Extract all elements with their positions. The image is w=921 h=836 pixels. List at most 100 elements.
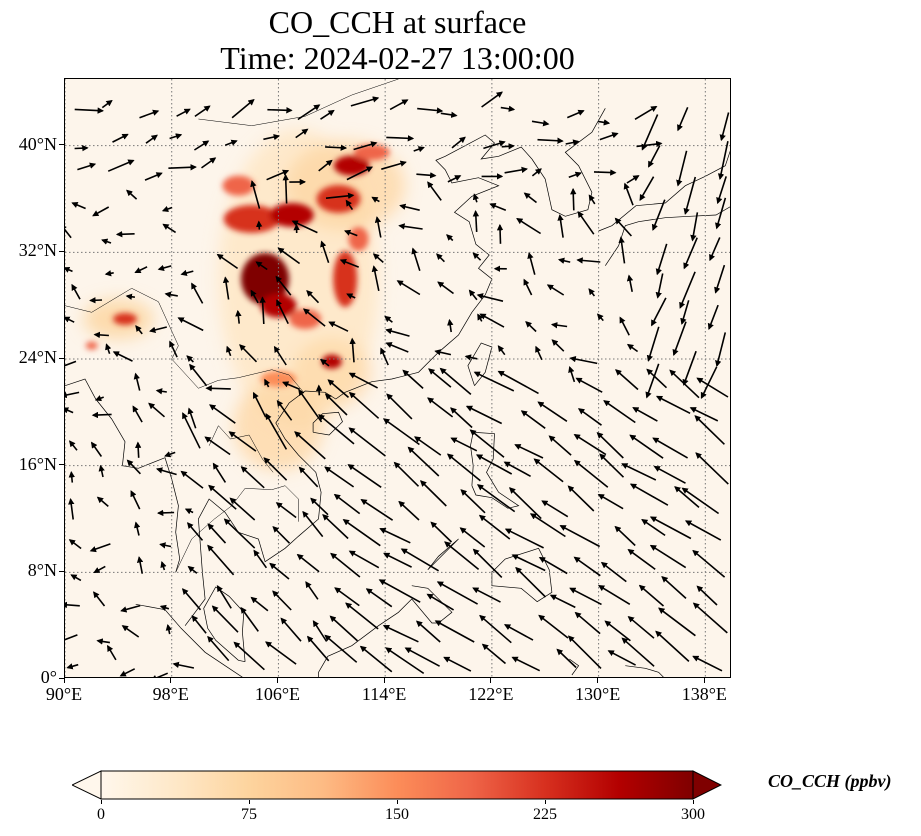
co-concentration-field (83, 129, 406, 471)
colorbar-tick-label: 75 (241, 806, 257, 823)
wind-arrow (282, 173, 289, 204)
wind-arrow (159, 542, 172, 549)
wind-arrow (253, 549, 268, 569)
wind-arrow (302, 510, 324, 538)
wind-arrow (414, 436, 442, 456)
wind-arrow (74, 144, 89, 152)
wind-arrow (296, 553, 320, 573)
x-tick-mark (597, 678, 599, 683)
wind-arrow (125, 293, 136, 300)
wind-arrow (65, 266, 73, 273)
wind-arrow (655, 243, 668, 276)
wind-arrow (626, 175, 640, 184)
wind-arrow (577, 408, 602, 426)
colorbar-tick-label: 150 (385, 806, 409, 823)
wind-arrow (651, 199, 666, 231)
wind-arrow (267, 107, 293, 114)
wind-arrow (557, 257, 571, 264)
wind-arrow (696, 377, 729, 398)
wind-arrow (434, 349, 452, 356)
wind-arrow (168, 164, 197, 171)
wind-arrow (434, 620, 475, 643)
wind-arrow (385, 647, 425, 675)
wind-arrow (378, 579, 421, 603)
co-hotspot-3 (333, 155, 370, 176)
wind-arrow (381, 160, 407, 170)
co-hotspot-2 (316, 185, 361, 213)
wind-arrow (459, 527, 486, 548)
co-hotspot-10 (113, 313, 138, 325)
wind-arrow (298, 466, 319, 488)
wind-arrow (169, 133, 183, 140)
wind-arrow (650, 297, 667, 327)
wind-arrow (396, 280, 421, 296)
wind-arrow (707, 304, 719, 330)
wind-arrow (529, 513, 566, 538)
wind-arrow (472, 548, 503, 578)
wind-arrow (689, 407, 719, 422)
wind-arrow (646, 326, 660, 362)
co-hotspot-13 (348, 227, 369, 251)
wind-arrow (348, 427, 386, 457)
wind-arrow (621, 637, 655, 667)
wind-arrow (133, 372, 141, 391)
wind-arrow (187, 407, 197, 429)
wind-arrow (324, 466, 355, 488)
wind-arrow (535, 345, 543, 361)
wind-arrow (597, 119, 611, 126)
wind-arrow (105, 343, 112, 354)
wind-arrow (468, 289, 478, 301)
wind-arrow (460, 489, 486, 514)
wind-arrow (315, 384, 323, 396)
wind-arrow (435, 253, 445, 263)
wind-arrow (223, 518, 256, 549)
wind-arrow (96, 638, 111, 645)
wind-arrow (275, 502, 297, 519)
wind-arrow (636, 140, 663, 148)
wind-arrow (93, 331, 109, 339)
wind-arrow (155, 388, 167, 395)
wind-arrow (294, 431, 326, 460)
wind-arrow (207, 635, 230, 662)
y-tick-mark (59, 250, 64, 252)
wind-arrow (322, 514, 349, 540)
wind-arrow (641, 114, 659, 151)
wind-arrow (479, 313, 505, 328)
wind-arrow (164, 291, 178, 298)
wind-arrow (265, 412, 288, 450)
wind-arrow (240, 606, 259, 632)
wind-arrow (101, 99, 113, 109)
wind-arrow (191, 282, 204, 304)
x-tick-mark (383, 678, 385, 683)
wind-arrow (719, 112, 730, 142)
wind-arrow (191, 615, 207, 634)
wind-arrow (194, 105, 211, 118)
wind-arrow (679, 271, 696, 309)
wind-arrow (380, 347, 389, 366)
wind-arrow (567, 485, 595, 512)
wind-arrow (177, 317, 204, 332)
wind-arrow (443, 656, 472, 672)
colorbar-tick-label: 300 (681, 806, 705, 823)
wind-arrow (66, 663, 79, 670)
wind-arrow (646, 368, 668, 389)
wind-arrow (107, 644, 117, 661)
wind-arrow (136, 556, 144, 574)
wind-arrow (511, 656, 541, 672)
wind-arrow (205, 385, 231, 392)
wind-arrow (476, 484, 516, 513)
wind-arrow (189, 363, 208, 387)
wind-arrow (334, 587, 360, 607)
wind-arrow (472, 587, 501, 603)
y-tick-label: 0° (40, 667, 57, 687)
wind-arrow (575, 377, 603, 393)
wind-arrow (382, 418, 420, 446)
y-tick-label: 40°N (18, 133, 57, 154)
wind-arrow (417, 107, 444, 114)
wind-arrow (596, 313, 604, 322)
wind-arrow (479, 614, 512, 644)
wind-arrow (144, 172, 163, 181)
wind-arrow (320, 109, 335, 120)
wind-arrow (280, 617, 302, 642)
wind-arrow (65, 360, 77, 367)
